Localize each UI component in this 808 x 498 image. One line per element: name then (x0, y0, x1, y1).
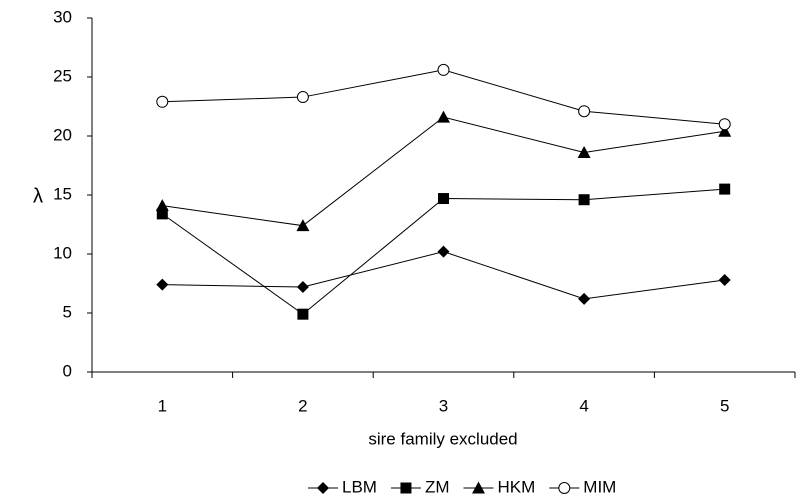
point (437, 63, 450, 76)
point (578, 105, 591, 118)
point (296, 281, 309, 294)
point (156, 208, 168, 220)
point (437, 110, 450, 123)
x-axis-label: sire family excluded (368, 429, 517, 448)
legend-label: LBM (342, 477, 377, 496)
x-tick-label: 4 (579, 396, 588, 415)
legend-marker (400, 482, 412, 494)
point (718, 118, 731, 131)
point (437, 245, 450, 258)
point (578, 292, 591, 305)
y-tick-label: 5 (63, 302, 72, 321)
point (155, 199, 169, 212)
x-tick-label: 5 (720, 396, 729, 415)
series-line (162, 251, 725, 300)
y-axis-label: λ (33, 185, 43, 207)
x-tick-label: 3 (439, 396, 448, 415)
point (156, 95, 169, 108)
series-line (162, 116, 725, 227)
x-tick-label: 2 (298, 396, 307, 415)
y-tick-label: 10 (53, 243, 72, 262)
legend-marker (317, 482, 329, 494)
point (578, 194, 590, 206)
y-tick-label: 20 (53, 125, 72, 144)
point (296, 219, 310, 232)
legend-label: HKM (498, 477, 536, 496)
y-tick-label: 25 (53, 66, 72, 85)
y-tick-label: 0 (63, 361, 72, 380)
point (296, 91, 309, 104)
legend-marker (472, 481, 486, 494)
point (577, 146, 591, 159)
point (719, 183, 731, 195)
point (718, 124, 732, 137)
legend-label: ZM (425, 477, 450, 496)
legend-marker (558, 482, 571, 494)
point (718, 273, 731, 286)
x-tick-label: 1 (158, 396, 167, 415)
point (438, 193, 449, 205)
point (297, 308, 309, 320)
legend-label: MIM (583, 477, 616, 496)
y-tick-label: 15 (53, 184, 72, 203)
y-tick-label: 30 (53, 7, 72, 26)
point (156, 278, 169, 291)
